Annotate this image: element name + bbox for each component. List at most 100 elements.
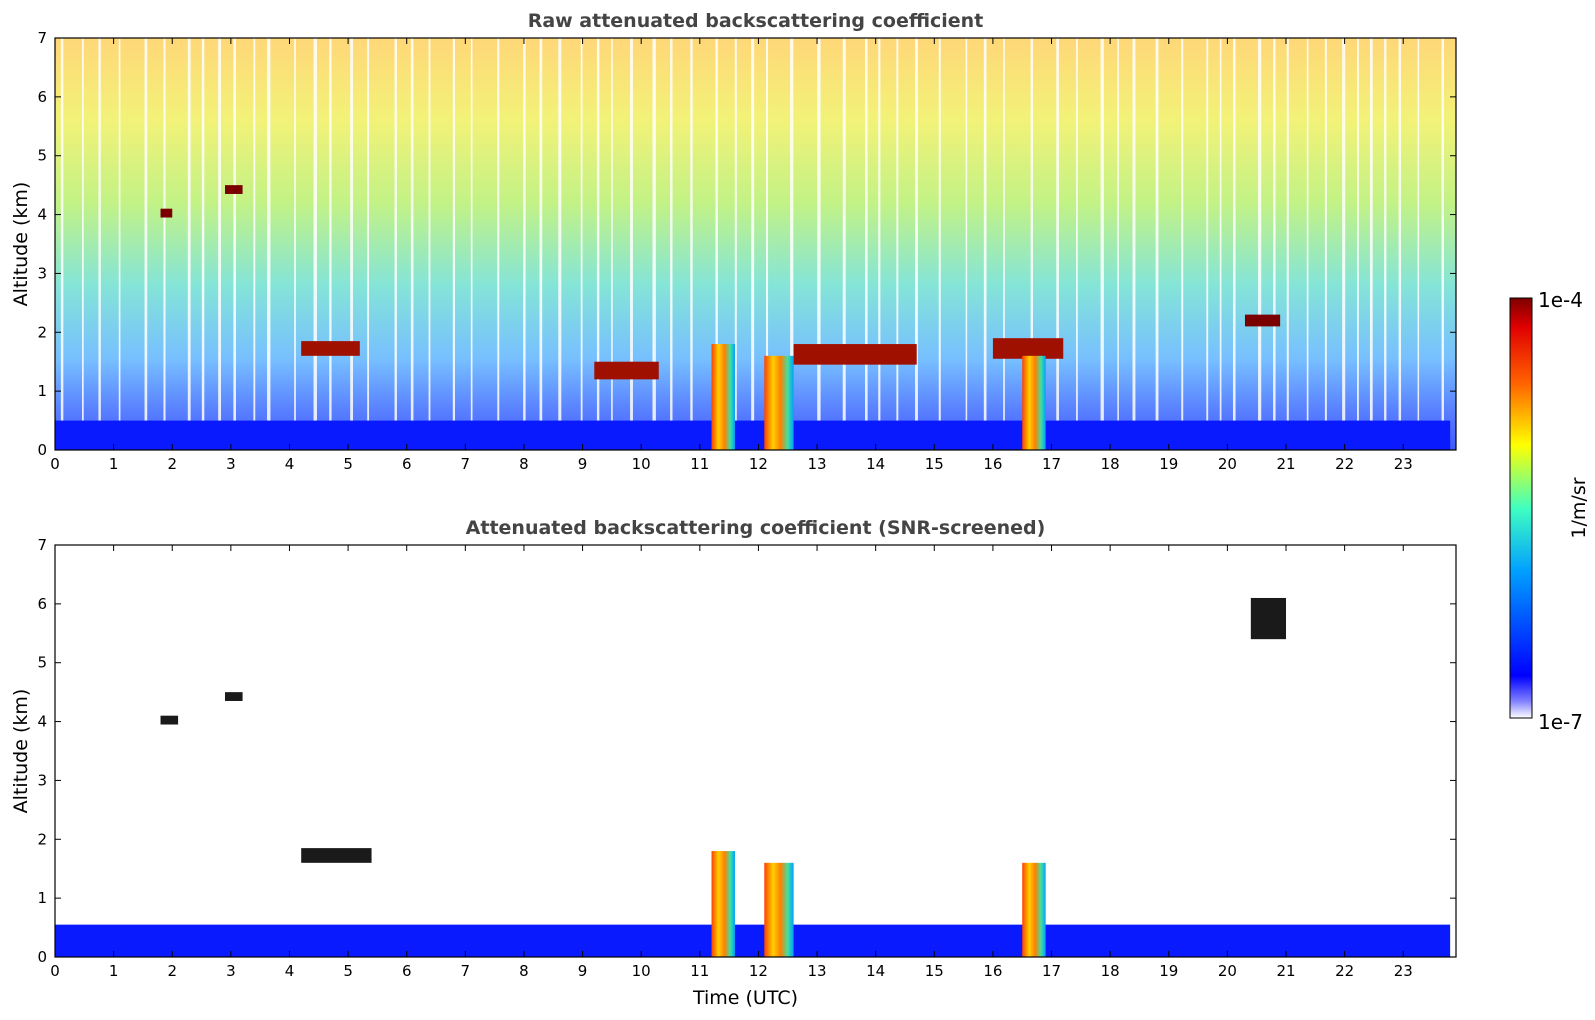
feature-cloud (160, 208, 173, 218)
feature-aerosol-layer (301, 341, 360, 356)
data-gap (1286, 38, 1289, 450)
y-tick-label: 1 (37, 889, 47, 907)
y-tick-label: 7 (37, 536, 47, 554)
data-gap (842, 38, 846, 450)
x-tick-label: 18 (1101, 962, 1120, 980)
data-gap (1030, 38, 1034, 450)
x-tick-label: 21 (1276, 455, 1295, 473)
x-tick-label: 21 (1276, 962, 1295, 980)
data-gap (596, 38, 600, 450)
y-tick-label: 4 (37, 206, 47, 224)
x-tick-label: 13 (808, 962, 827, 980)
x-tick-label: 7 (461, 962, 471, 980)
panel-0: 0 1 2 3 4 5 6 7 8 9 10 11 12 13 14 15 16 17 18 19 20 21 22 2301… (10, 10, 1457, 473)
data-gap (394, 38, 397, 450)
colorbar-unit-label: 1/m/sr (1568, 477, 1590, 538)
y-tick-label: 3 (37, 771, 47, 789)
feature-cloud (224, 692, 243, 701)
data-gap (1206, 38, 1209, 450)
feature-precipitation (1022, 862, 1046, 957)
data-gap (558, 38, 562, 450)
y-tick-label: 7 (37, 29, 47, 47)
y-tick-label: 2 (37, 323, 47, 341)
feature-precipitation (764, 355, 794, 450)
x-tick-label: 16 (983, 455, 1002, 473)
plot-area (55, 597, 1451, 957)
data-gap (1181, 38, 1184, 450)
data-gap (428, 38, 431, 450)
x-tick-label: 22 (1335, 455, 1354, 473)
data-gap (690, 38, 693, 450)
x-tick-label: 6 (402, 962, 412, 980)
data-gap (734, 38, 737, 450)
data-gap (1357, 38, 1359, 450)
x-tick-label: 13 (808, 455, 827, 473)
data-gap (350, 38, 354, 450)
data-gap (1132, 38, 1136, 450)
data-gap (267, 38, 271, 450)
y-tick-label: 4 (37, 713, 47, 731)
data-gap (864, 38, 868, 450)
y-tick-label: 3 (37, 264, 47, 282)
data-gap (751, 38, 755, 450)
data-gap (1003, 38, 1005, 450)
x-tick-label: 19 (1159, 962, 1178, 980)
feature-cloud (301, 848, 372, 863)
data-gap (580, 38, 583, 450)
data-gap (915, 38, 918, 450)
data-gap (1306, 38, 1309, 450)
x-tick-label: 19 (1159, 455, 1178, 473)
y-tick-label: 0 (37, 948, 47, 966)
data-gap (1076, 38, 1078, 450)
data-gap (715, 38, 718, 450)
data-gap (790, 38, 794, 450)
feature-cloud (1244, 314, 1281, 327)
x-tick-label: 22 (1335, 962, 1354, 980)
feature-boundary-layer (55, 924, 1451, 957)
x-tick-label: 6 (402, 455, 412, 473)
y-tick-label: 6 (37, 595, 47, 613)
data-gap (60, 38, 64, 450)
y-tick-label: 1 (37, 382, 47, 400)
x-tick-label: 9 (578, 455, 588, 473)
feature-cloud (224, 185, 243, 194)
data-gap (410, 38, 414, 450)
x-tick-label: 14 (866, 455, 885, 473)
x-tick-label: 16 (983, 962, 1002, 980)
data-gap (1155, 38, 1159, 450)
x-tick-label: 11 (690, 962, 709, 980)
data-gap (1398, 38, 1402, 450)
data-gap (817, 38, 821, 450)
data-gap (313, 38, 317, 450)
data-gap (1384, 38, 1387, 450)
data-gap (630, 38, 633, 450)
y-tick-label: 0 (37, 441, 47, 459)
data-gap (1417, 38, 1420, 450)
x-tick-label: 17 (1042, 962, 1061, 980)
y-tick-label: 5 (37, 654, 47, 672)
data-gap (98, 38, 101, 450)
data-gap (253, 38, 256, 450)
feature-cloud (1250, 597, 1287, 640)
x-tick-label: 1 (109, 962, 119, 980)
x-tick-label: 8 (519, 962, 529, 980)
data-gap (1100, 38, 1104, 450)
data-gap (1258, 38, 1262, 450)
feature-aerosol-layer (992, 338, 1064, 359)
colorbar-min-label: 1e-7 (1538, 710, 1583, 734)
data-gap (163, 38, 166, 450)
data-gap (896, 38, 899, 450)
x-tick-label: 18 (1101, 455, 1120, 473)
x-tick-label: 0 (50, 455, 60, 473)
x-tick-label: 4 (285, 962, 295, 980)
x-tick-label: 4 (285, 455, 295, 473)
data-gap (144, 38, 148, 450)
x-tick-label: 20 (1218, 962, 1237, 980)
feature-boundary-layer (55, 420, 1451, 450)
x-tick-label: 11 (690, 455, 709, 473)
feature-precipitation (711, 851, 735, 957)
colorbar-max-label: 1e-4 (1538, 288, 1583, 312)
x-tick-label: 0 (50, 962, 60, 980)
background-signal (55, 38, 1456, 450)
data-gap (652, 38, 656, 450)
